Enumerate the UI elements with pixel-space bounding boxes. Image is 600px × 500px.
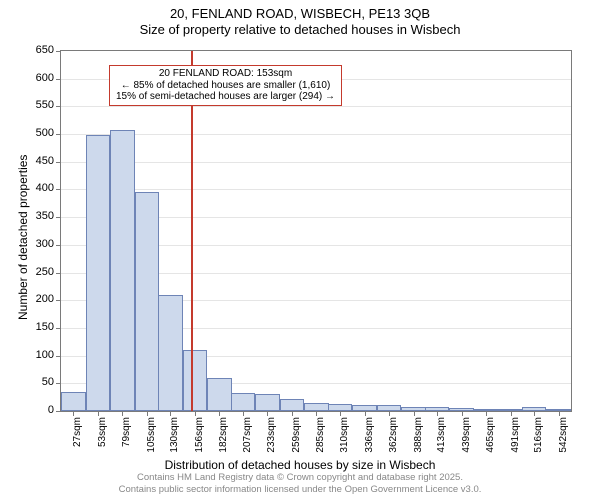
x-tick: [292, 411, 293, 416]
histogram-bar: [280, 399, 305, 411]
x-tick-label: 182sqm: [218, 417, 229, 453]
x-tick: [122, 411, 123, 416]
x-tick-label: 156sqm: [194, 417, 205, 453]
histogram-bar: [86, 135, 111, 411]
y-tick: [56, 217, 61, 218]
y-tick: [56, 51, 61, 52]
gridline: [61, 134, 571, 135]
y-tick: [56, 273, 61, 274]
x-tick: [559, 411, 560, 416]
x-tick: [243, 411, 244, 416]
x-tick-label: 491sqm: [510, 417, 521, 453]
x-tick-label: 413sqm: [436, 417, 447, 453]
x-tick: [267, 411, 268, 416]
y-tick-label: 150: [36, 321, 54, 333]
annotation-line3: 15% of semi-detached houses are larger (…: [116, 91, 335, 103]
y-tick: [56, 328, 61, 329]
footer-attribution: Contains HM Land Registry data © Crown c…: [0, 472, 600, 496]
x-tick: [195, 411, 196, 416]
annotation-line1: 20 FENLAND ROAD: 153sqm: [116, 68, 335, 80]
x-tick-label: 105sqm: [146, 417, 157, 453]
x-tick-label: 233sqm: [266, 417, 277, 453]
y-tick-label: 250: [36, 266, 54, 278]
histogram-bar: [61, 392, 86, 411]
gridline: [61, 162, 571, 163]
x-tick-label: 285sqm: [315, 417, 326, 453]
footer-line2: Contains public sector information licen…: [0, 484, 600, 496]
x-tick: [486, 411, 487, 416]
y-tick-label: 600: [36, 72, 54, 84]
y-tick-label: 500: [36, 127, 54, 139]
y-tick-label: 50: [42, 376, 54, 388]
x-tick: [365, 411, 366, 416]
x-tick: [147, 411, 148, 416]
y-tick: [56, 383, 61, 384]
annotation-box: 20 FENLAND ROAD: 153sqm← 85% of detached…: [109, 65, 342, 106]
y-tick: [56, 356, 61, 357]
y-tick: [56, 79, 61, 80]
y-tick-label: 450: [36, 155, 54, 167]
x-tick: [534, 411, 535, 416]
y-tick: [56, 411, 61, 412]
y-tick: [56, 189, 61, 190]
histogram-bar: [110, 130, 135, 411]
y-tick: [56, 134, 61, 135]
histogram-bar: [207, 378, 232, 411]
x-tick: [414, 411, 415, 416]
histogram-bar: [255, 394, 280, 411]
y-tick-label: 650: [36, 44, 54, 56]
footer-line1: Contains HM Land Registry data © Crown c…: [0, 472, 600, 484]
x-tick: [219, 411, 220, 416]
x-tick: [73, 411, 74, 416]
x-tick-label: 310sqm: [339, 417, 350, 453]
x-tick-label: 53sqm: [97, 417, 108, 447]
x-tick-label: 259sqm: [291, 417, 302, 453]
x-tick: [511, 411, 512, 416]
chart-title-block: 20, FENLAND ROAD, WISBECH, PE13 3QB Size…: [0, 0, 600, 37]
histogram-bar: [231, 393, 256, 411]
y-tick-label: 100: [36, 349, 54, 361]
x-tick-label: 542sqm: [558, 417, 569, 453]
x-tick-label: 439sqm: [461, 417, 472, 453]
histogram-bar: [158, 295, 183, 411]
y-tick-label: 0: [48, 404, 54, 416]
y-tick-label: 400: [36, 182, 54, 194]
x-tick-label: 362sqm: [388, 417, 399, 453]
x-tick-label: 27sqm: [72, 417, 83, 447]
x-axis-label: Distribution of detached houses by size …: [0, 458, 600, 472]
y-tick: [56, 106, 61, 107]
chart-title-line1: 20, FENLAND ROAD, WISBECH, PE13 3QB: [0, 6, 600, 21]
x-tick-label: 207sqm: [242, 417, 253, 453]
x-tick: [340, 411, 341, 416]
x-tick: [389, 411, 390, 416]
x-tick-label: 79sqm: [121, 417, 132, 447]
plot-area: 20 FENLAND ROAD: 153sqm← 85% of detached…: [60, 50, 572, 412]
y-axis-label: Number of detached properties: [16, 155, 30, 320]
x-tick-label: 388sqm: [413, 417, 424, 453]
y-tick: [56, 245, 61, 246]
histogram-bar: [328, 404, 353, 411]
y-tick: [56, 162, 61, 163]
y-tick-label: 550: [36, 99, 54, 111]
y-tick-label: 300: [36, 238, 54, 250]
y-tick-label: 350: [36, 210, 54, 222]
histogram-bar: [183, 350, 208, 411]
x-tick-label: 336sqm: [364, 417, 375, 453]
gridline: [61, 106, 571, 107]
y-tick: [56, 300, 61, 301]
x-tick-label: 465sqm: [485, 417, 496, 453]
x-tick: [462, 411, 463, 416]
x-tick-label: 516sqm: [533, 417, 544, 453]
x-tick: [98, 411, 99, 416]
histogram-bar: [304, 403, 329, 411]
x-tick: [437, 411, 438, 416]
histogram-bar: [135, 192, 160, 411]
gridline: [61, 189, 571, 190]
x-tick: [170, 411, 171, 416]
x-tick: [316, 411, 317, 416]
x-tick-label: 130sqm: [169, 417, 180, 453]
chart-title-line2: Size of property relative to detached ho…: [0, 22, 600, 37]
y-tick-label: 200: [36, 293, 54, 305]
annotation-line2: ← 85% of detached houses are smaller (1,…: [116, 80, 335, 92]
